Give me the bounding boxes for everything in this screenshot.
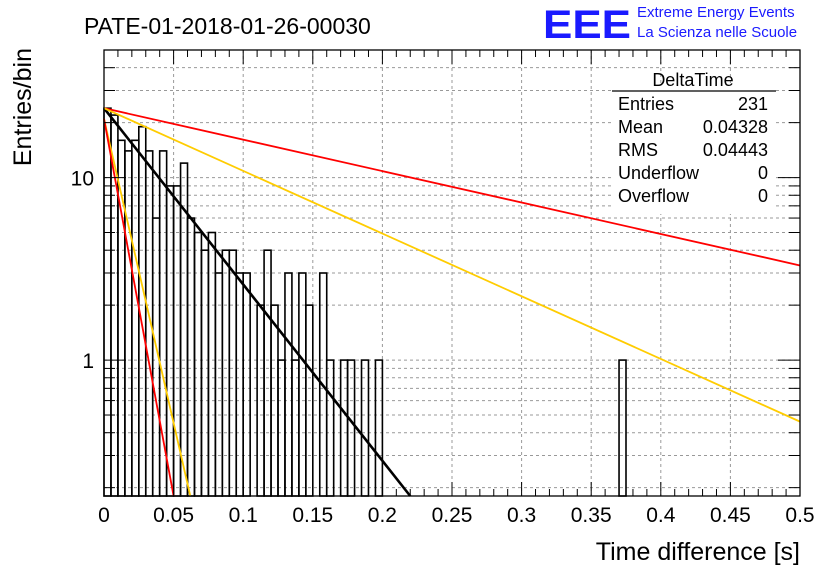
x-tick-label: 0 [98,504,110,527]
stats-label-entries: Entries [618,94,674,114]
stats-label-underflow: Underflow [618,163,700,183]
stats-value-rms: 0.04443 [703,140,768,160]
histogram-bar [193,231,203,497]
histogram-bar [339,359,349,497]
eee-logo-line1: Extreme Energy Events [637,4,795,21]
y-axis-label: Entries/bin [9,48,37,166]
x-tick-label: 0.05 [153,504,194,527]
fit-line [103,107,801,423]
histogram-bar [325,359,335,497]
eee-logo-mark: EEE [543,3,631,47]
fit-line [103,118,175,497]
stats-label-overflow: Overflow [618,186,690,206]
histogram-bar [131,139,140,497]
histogram-bar [235,272,245,497]
x-tick-label: 0.45 [710,504,751,527]
x-tick-label: 0.5 [785,504,814,527]
histogram-bar [221,249,231,497]
y-tick-label: 1 [82,350,94,373]
x-tick-label: 0.35 [571,504,612,527]
histogram-bar [346,359,356,497]
histogram-bar [360,359,370,497]
histogram-bar [207,231,217,497]
histogram-bar [263,249,272,497]
fit-line [102,107,412,497]
histogram-bar [374,359,384,497]
histogram-bar [298,272,307,497]
stats-value-underflow: 0 [758,163,768,183]
stats-value-entries: 231 [738,94,768,114]
histogram-bar [124,150,133,497]
eee-logo-line2: La Scienza nelle Scuole [637,24,797,41]
x-tick-label: 0.1 [229,504,258,527]
histogram-bar [618,359,627,497]
stats-label-rms: RMS [618,140,658,160]
y-tick-label: 10 [71,168,94,191]
histogram-bar [214,272,224,497]
stats-value-mean: 0.04328 [703,117,768,137]
stats-title: DeltaTime [652,70,733,90]
fit-line [103,107,801,267]
stats-value-overflow: 0 [758,186,768,206]
x-axis-label: Time difference [s] [596,538,800,566]
histogram-bar [200,249,210,497]
x-tick-label: 0.3 [507,504,536,527]
axis-ticks: 0 0.05 0.1 0.15 0.2 0.25 0.3 0.35 0.4 0.45 0.5 1 10 [71,49,815,527]
x-tick-label: 0.2 [368,504,397,527]
histogram-bar [228,249,238,497]
fit-line [103,118,192,497]
fit-lines [102,107,801,497]
chart-title: PATE-01-2018-01-26-00030 [84,13,371,39]
histogram-bar [186,217,196,497]
stats-box: DeltaTime Entries 231 Mean 0.04328 RMS 0… [612,70,776,214]
x-tick-label: 0.15 [292,504,333,527]
histogram-bar [291,359,300,497]
eee-logo: EEE Extreme Energy Events La Scienza nel… [543,3,797,47]
histogram-bar [284,272,293,497]
histogram-bar [242,272,251,497]
x-tick-label: 0.4 [646,504,676,527]
stats-label-mean: Mean [618,117,663,137]
x-tick-label: 0.25 [432,504,473,527]
histogram-bar [103,107,112,497]
histogram-bar [277,359,286,497]
